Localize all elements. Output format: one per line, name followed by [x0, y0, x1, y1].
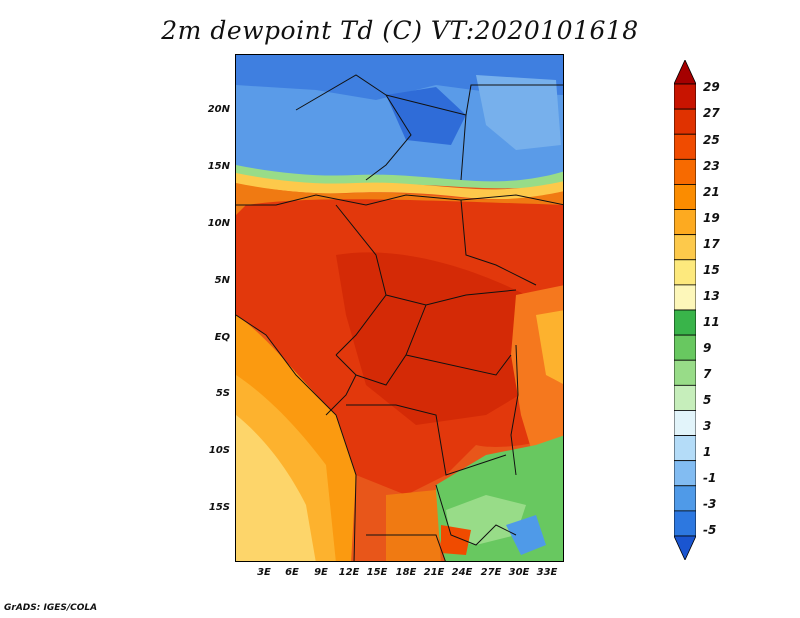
colorbar-segment: [673, 435, 697, 462]
colorbar-label: 13: [703, 289, 720, 303]
colorbar-segment: [673, 384, 697, 411]
lon-label: 30E: [508, 567, 530, 578]
colorbar-label: -5: [703, 523, 717, 537]
colorbar-segment: [673, 158, 697, 185]
colorbar-segment: [673, 108, 697, 135]
colorbar-graphic: [673, 59, 697, 561]
colorbar: [673, 59, 697, 564]
colorbar-label: 5: [703, 393, 712, 407]
lon-label: 6E: [285, 567, 299, 578]
colorbar-label: 25: [703, 133, 720, 147]
colorbar-label: 19: [703, 211, 720, 225]
colorbar-label: 1: [703, 445, 712, 459]
colorbar-segment: [673, 184, 697, 210]
map-panel: [235, 54, 564, 562]
lat-label: 10N: [207, 218, 230, 229]
colorbar-label: 11: [703, 315, 720, 329]
colorbar-segment: [673, 309, 697, 336]
colorbar-label: -3: [703, 497, 717, 511]
lat-label: 15S: [208, 502, 230, 513]
colorbar-label: 23: [703, 159, 720, 173]
lon-label: 9E: [314, 567, 328, 578]
colorbar-label: 21: [703, 185, 720, 199]
dewpoint-map: [236, 55, 563, 561]
lat-label: 5N: [214, 275, 230, 286]
lon-label: 27E: [480, 567, 502, 578]
colorbar-label: 3: [703, 419, 712, 433]
colorbar-label: -1: [703, 471, 717, 485]
lon-label: 12E: [338, 567, 360, 578]
colorbar-label: 17: [703, 237, 720, 251]
colorbar-segment: [673, 510, 697, 537]
colorbar-label: 27: [703, 106, 720, 120]
lat-label: 20N: [207, 104, 230, 115]
colorbar-segment: [673, 485, 697, 512]
colorbar-segment: [673, 334, 697, 361]
lon-label: 3E: [257, 567, 271, 578]
colorbar-segment: [673, 133, 697, 160]
lon-label: 15E: [366, 567, 388, 578]
colorbar-segment: [673, 460, 697, 487]
colorbar-segment: [673, 359, 697, 386]
lon-label: 18E: [395, 567, 417, 578]
lat-label: 15N: [207, 161, 230, 172]
lon-label: 24E: [451, 567, 473, 578]
colorbar-label: 15: [703, 263, 720, 277]
colorbar-segment: [673, 234, 697, 261]
colorbar-label: 7: [703, 367, 712, 381]
lat-label: 10S: [208, 445, 230, 456]
colorbar-segment: [673, 410, 697, 436]
colorbar-label: 9: [703, 341, 712, 355]
lon-label: 33E: [536, 567, 558, 578]
colorbar-segment: [673, 259, 697, 286]
colorbar-bottom-arrow: [673, 535, 697, 561]
colorbar-top-arrow: [673, 59, 697, 85]
footer-credit: GrADS: IGES/COLA: [4, 603, 98, 613]
lat-label: 5S: [215, 388, 230, 399]
lon-label: 21E: [423, 567, 445, 578]
lat-label: EQ: [214, 332, 230, 343]
colorbar-segment: [673, 284, 697, 311]
colorbar-label: 29: [703, 80, 720, 94]
colorbar-segment: [673, 209, 697, 236]
colorbar-segment: [673, 83, 697, 110]
chart-title: 2m dewpoint Td (C) VT:2020101618: [161, 16, 639, 45]
